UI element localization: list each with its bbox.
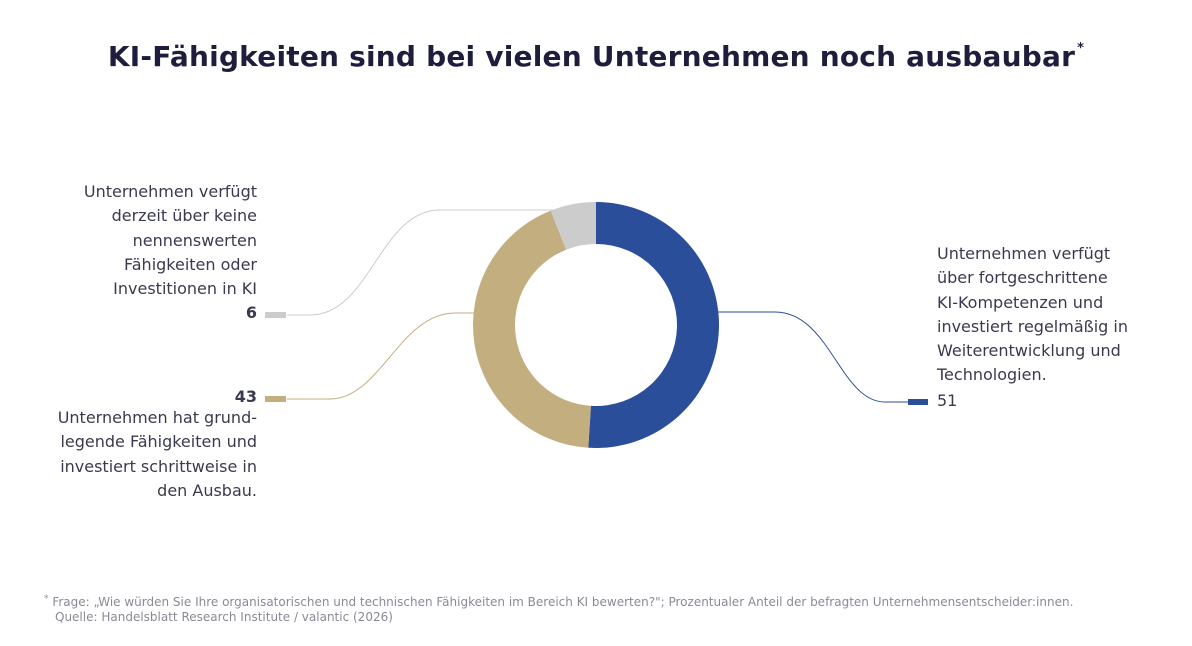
- value-none: 6: [245, 303, 257, 322]
- title-footnote-marker: *: [1077, 40, 1085, 56]
- slice-basic: [473, 210, 591, 448]
- leader-line-advanced: [718, 311, 908, 403]
- footnote-question: * Frage: „Wie würden Sie Ihre organisato…: [44, 594, 1074, 609]
- label-advanced: Unternehmen verfügt über fortgeschritten…: [937, 244, 1128, 385]
- leader-line-none: [287, 209, 555, 316]
- footnote: * Frage: „Wie würden Sie Ihre organisato…: [44, 592, 1073, 625]
- slice-none: [550, 202, 596, 250]
- value-basic: 43: [234, 387, 257, 406]
- footnote-source: Quelle: Handelsblatt Research Institute …: [55, 610, 393, 624]
- value-advanced: 51: [937, 391, 958, 410]
- legend-swatch-basic: [265, 396, 286, 402]
- label-none: Unternehmen verfügt derzeit über keine n…: [83, 182, 257, 299]
- legend-swatch-advanced: [908, 399, 928, 405]
- slice-advanced: [588, 202, 720, 448]
- chart-title: KI-Fähigkeiten sind bei vielen Unternehm…: [107, 40, 1085, 73]
- footnote-marker: *: [44, 594, 49, 604]
- legend-swatch-none: [265, 312, 286, 318]
- leader-line-basic: [287, 312, 474, 400]
- label-basic: Unternehmen hat grund- legende Fähigkeit…: [57, 408, 257, 500]
